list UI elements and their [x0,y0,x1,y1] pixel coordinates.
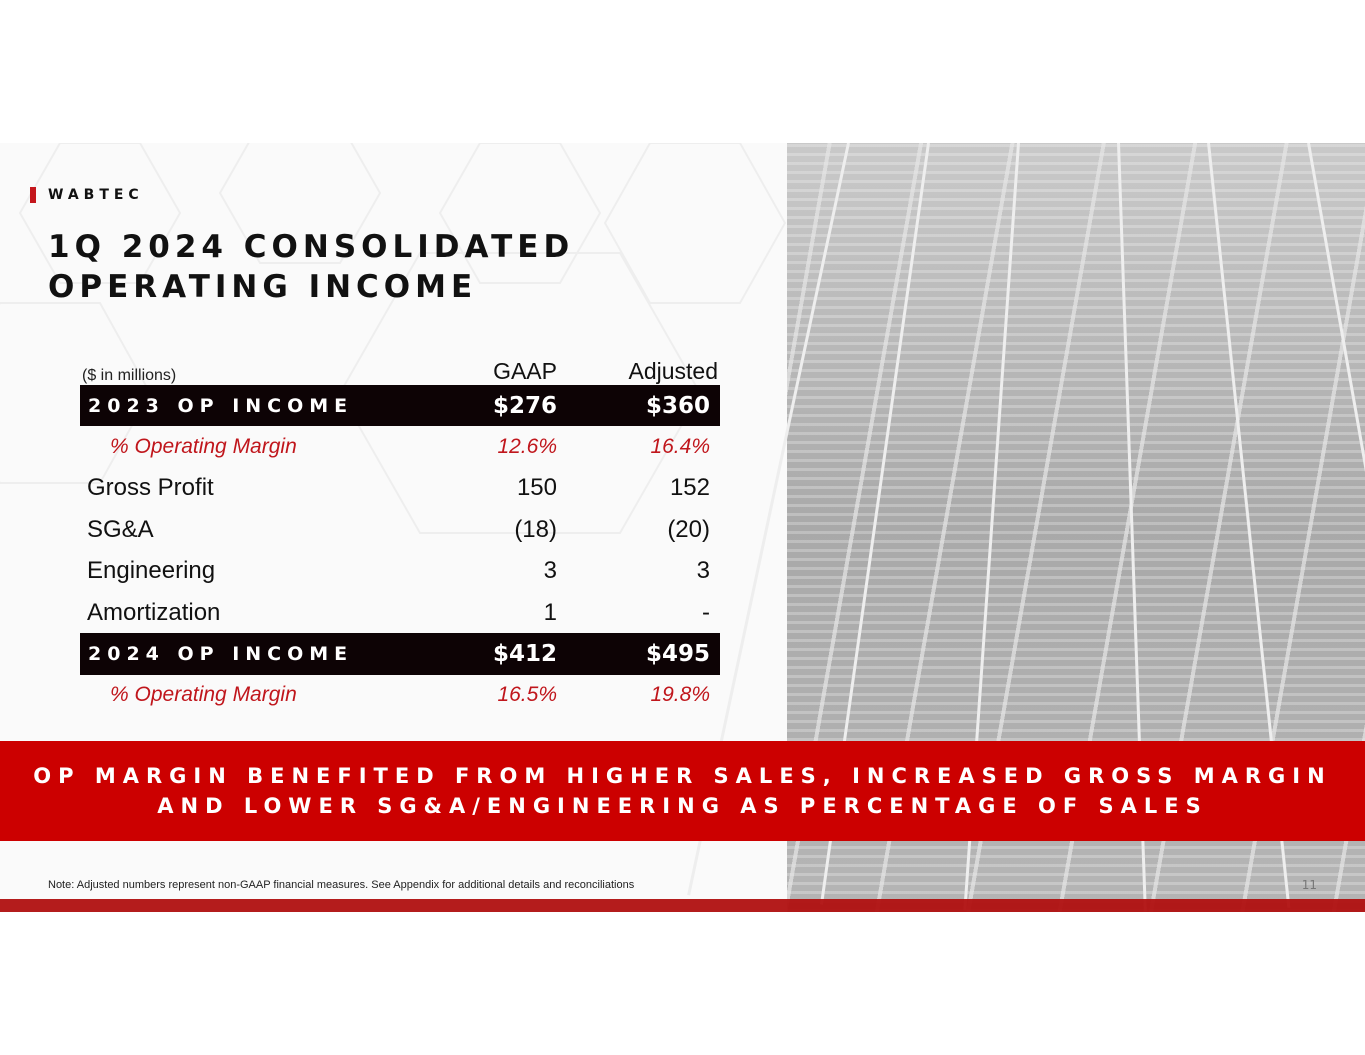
banner-line-1: OP MARGIN BENEFITED FROM HIGHER SALES, I… [33,764,1332,788]
adjusted-value: (20) [667,515,710,543]
table-row: SG&A (18) (20) [80,509,720,550]
title-line-1: 1Q 2024 CONSOLIDATED [48,229,575,265]
table-row: % Operating Margin 16.5% 19.8% [80,675,720,716]
table-header: ($ in millions) GAAP Adjusted [80,348,720,385]
adjusted-value: 16.4% [650,435,710,459]
table-row: 2024 OP INCOME $412 $495 [80,633,720,675]
adjusted-value: 152 [669,474,710,502]
row-label: % Operating Margin [110,683,297,707]
adjusted-value: 3 [696,557,710,585]
page-title: 1Q 2024 CONSOLIDATED OPERATING INCOME [48,227,574,307]
adjusted-value: $360 [645,392,710,419]
gaap-value: 150 [516,474,557,502]
page-number: 11 [1301,878,1317,892]
table-row: Gross Profit 150 152 [80,468,720,509]
gaap-value: 3 [543,557,557,585]
units-label: ($ in millions) [82,367,177,384]
row-label: Gross Profit [87,474,214,502]
gaap-value: $412 [492,641,557,668]
brand-name: WABTEC [48,187,144,203]
column-header-adjusted: Adjusted [628,358,718,384]
gaap-value: 12.6% [497,435,557,459]
wabtec-logo: WABTEC [30,187,144,203]
table-row: % Operating Margin 12.6% 16.4% [80,426,720,467]
hexagon-background-pattern [0,143,787,534]
gaap-value: 1 [543,598,557,626]
row-label: 2023 OP INCOME [88,394,354,417]
row-label: % Operating Margin [110,435,297,459]
slide: WABTEC 1Q 2024 CONSOLIDATED OPERATING IN… [0,143,1365,912]
adjusted-value: - [702,598,710,626]
row-label: Engineering [87,557,216,585]
row-label: 2024 OP INCOME [88,643,354,666]
logo-bar [30,187,36,203]
operating-income-table: ($ in millions) GAAP Adjusted 2023 OP IN… [80,348,720,716]
gaap-value: $276 [492,392,557,419]
footnote: Note: Adjusted numbers represent non-GAA… [48,879,635,891]
column-header-gaap: GAAP [493,358,557,384]
gaap-value: (18) [514,515,557,543]
title-line-2: OPERATING INCOME [48,269,478,305]
banner-line-2: AND LOWER SG&A/ENGINEERING AS PERCENTAGE… [157,794,1208,818]
adjusted-value: 19.8% [650,683,710,707]
row-label: Amortization [87,598,221,626]
adjusted-value: $495 [645,641,710,668]
table-row: Engineering 3 3 [80,551,720,592]
row-label: SG&A [87,515,154,543]
key-message-banner: OP MARGIN BENEFITED FROM HIGHER SALES, I… [0,741,1365,841]
gaap-value: 16.5% [497,683,557,707]
table-row: Amortization 1 - [80,592,720,633]
table-row: 2023 OP INCOME $276 $360 [80,385,720,427]
bottom-accent-bar [0,899,1365,912]
